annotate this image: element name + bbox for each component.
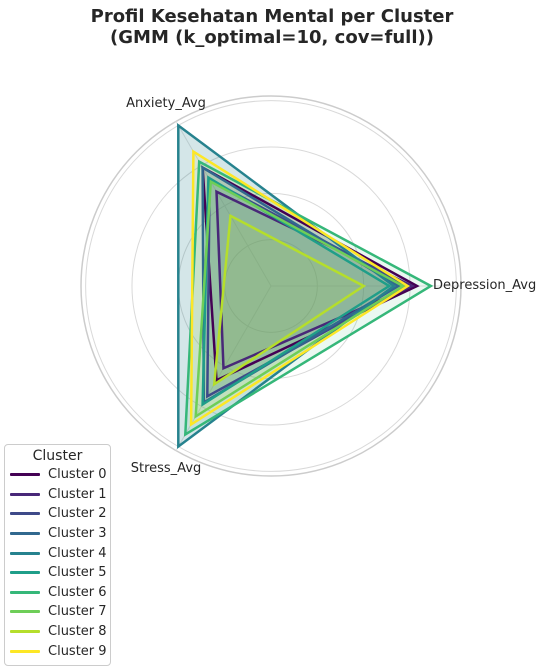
legend-swatch (10, 551, 40, 555)
legend-label: Cluster 3 (48, 526, 107, 542)
legend-items: Cluster 0 Cluster 1 Cluster 2 Cluster 3 Clus… (5, 465, 110, 661)
series-line-cluster-7 (194, 179, 406, 419)
legend-item-cluster-4: Cluster 4 (5, 543, 110, 563)
legend-swatch (10, 649, 40, 653)
series-fill-cluster-5 (202, 177, 390, 405)
series-fill-cluster-4 (178, 125, 394, 447)
chart-title-line-1: Profil Kesehatan Mental per Cluster (91, 6, 454, 27)
series-fill-cluster-9 (191, 151, 408, 425)
legend: Cluster Cluster 0 Cluster 1 Cluster 2 Clust… (4, 444, 111, 666)
legend-item-cluster-0: Cluster 0 (5, 465, 110, 485)
legend-item-cluster-3: Cluster 3 (5, 524, 110, 544)
legend-label: Cluster 6 (48, 584, 107, 600)
legend-swatch (10, 590, 40, 594)
legend-title: Cluster (32, 448, 83, 464)
series-line-cluster-8 (212, 213, 367, 387)
legend-swatch (10, 473, 40, 477)
axis-label-anxiety: Anxiety_Avg (126, 96, 206, 111)
series-line-cluster-9 (189, 149, 411, 427)
legend-label: Cluster 7 (48, 604, 107, 620)
series-fill-cluster-1 (216, 191, 413, 369)
legend-swatch (10, 610, 40, 614)
legend-label: Cluster 8 (48, 624, 107, 640)
series-line-cluster-4 (177, 123, 396, 449)
legend-item-cluster-1: Cluster 1 (5, 485, 110, 505)
legend-swatch (10, 630, 40, 634)
series-layer (177, 123, 434, 449)
spoke-2 (175, 121, 272, 287)
legend-item-cluster-8: Cluster 8 (5, 622, 110, 642)
legend-label: Cluster 9 (48, 643, 107, 659)
axis-label-stress: Stress_Avg (131, 461, 202, 476)
legend-swatch (10, 571, 40, 575)
legend-swatch (10, 532, 40, 536)
legend-swatch (10, 492, 40, 496)
series-fill-cluster-2 (207, 179, 408, 397)
legend-item-cluster-7: Cluster 7 (5, 602, 110, 622)
legend-label: Cluster 0 (48, 467, 107, 483)
legend-label: Cluster 1 (48, 486, 107, 502)
legend-item-cluster-9: Cluster 9 (5, 641, 110, 661)
legend-label: Cluster 5 (48, 565, 107, 581)
legend-label: Cluster 2 (48, 506, 107, 522)
series-fill-cluster-0 (202, 167, 417, 381)
legend-label: Cluster 4 (48, 545, 107, 561)
axis-label-depression: Depression_Avg (433, 278, 536, 293)
series-line-cluster-5 (201, 175, 392, 407)
series-fill-cluster-8 (214, 215, 364, 385)
legend-item-cluster-2: Cluster 2 (5, 504, 110, 524)
legend-item-cluster-5: Cluster 5 (5, 563, 110, 583)
chart-title-line-2: (GMM (k_optimal=10, cov=full)) (110, 27, 434, 48)
legend-swatch (10, 512, 40, 516)
legend-item-cluster-6: Cluster 6 (5, 583, 110, 603)
